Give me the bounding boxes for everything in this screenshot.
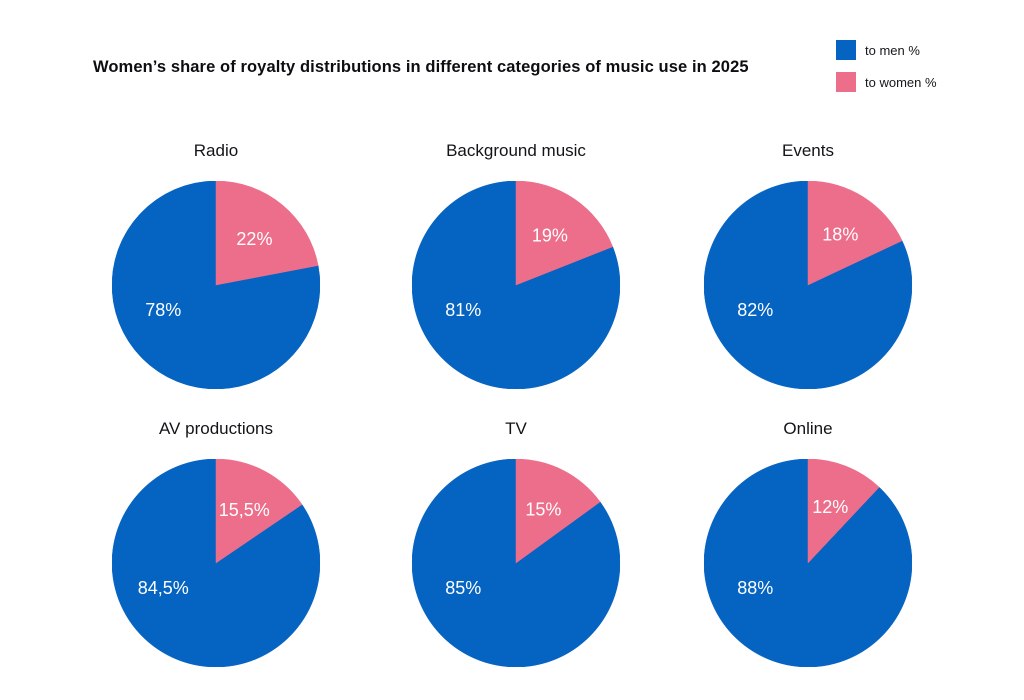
pie-chart-background-music: Background music 19% 81% xyxy=(376,135,656,465)
chart-title: Online xyxy=(783,419,833,438)
pie-chart-events: Events 18% 82% xyxy=(668,135,948,465)
pie-av-productions: 15,5% 84,5% xyxy=(112,459,320,667)
legend-swatch-men-icon xyxy=(836,40,856,60)
legend-item-men: to men % xyxy=(836,40,937,60)
legend-item-women: to women % xyxy=(836,72,937,92)
legend-label-men: to men % xyxy=(865,42,920,58)
slice-label-women: 19% xyxy=(532,225,568,245)
chart-title: Background music xyxy=(446,141,586,160)
slice-women xyxy=(515,459,601,564)
pie-chart-radio: Radio 22% 78% xyxy=(76,135,356,465)
chart-title: Events xyxy=(782,141,834,160)
slice-label-women: 15% xyxy=(525,500,561,520)
pie-background-music: 19% 81% xyxy=(412,181,620,389)
chart-title: AV productions xyxy=(158,419,274,438)
slice-men xyxy=(704,459,912,667)
legend-label-women: to women % xyxy=(865,74,937,90)
slice-label-men: 82% xyxy=(737,300,773,320)
slice-label-men: 84,5% xyxy=(138,578,189,598)
pie-chart-av-productions: AV productions 15,5% 84,5% xyxy=(76,413,356,700)
pie-online: 12% 88% xyxy=(704,459,912,667)
slice-label-men: 81% xyxy=(445,300,481,320)
slice-women xyxy=(215,181,319,286)
chart-title: TV xyxy=(505,419,527,438)
pie-chart-online: Online 12% 88% xyxy=(668,413,948,700)
slice-label-women: 15,5% xyxy=(219,500,270,520)
slice-label-women: 22% xyxy=(236,229,272,249)
chart-title: Radio xyxy=(193,141,239,160)
slice-label-men: 85% xyxy=(445,578,481,598)
pie-chart-tv: TV 15% 85% xyxy=(376,413,656,700)
slice-label-women: 18% xyxy=(822,224,858,244)
pie-radio: 22% 78% xyxy=(112,181,320,389)
slice-women xyxy=(515,181,614,286)
slice-women xyxy=(807,181,903,286)
legend-swatch-women-icon xyxy=(836,72,856,92)
slice-label-men: 78% xyxy=(145,300,181,320)
pie-tv: 15% 85% xyxy=(412,459,620,667)
slice-label-women: 12% xyxy=(812,497,848,517)
slice-women xyxy=(215,459,303,564)
figure-title: Women’s share of royalty distributions i… xyxy=(93,58,749,76)
pie-events: 18% 82% xyxy=(704,181,912,389)
legend: to men % to women % xyxy=(836,40,937,92)
slice-label-men: 88% xyxy=(737,578,773,598)
slice-women xyxy=(807,459,880,564)
